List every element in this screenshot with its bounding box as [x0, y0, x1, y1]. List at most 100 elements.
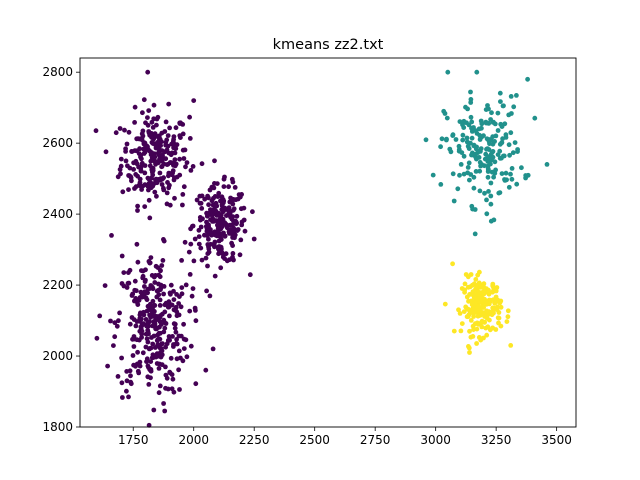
data-point — [470, 310, 475, 316]
data-point — [247, 272, 253, 278]
data-point — [123, 158, 129, 164]
data-point — [493, 288, 499, 294]
data-point — [130, 353, 136, 358]
data-point — [124, 378, 130, 384]
data-point — [149, 131, 154, 136]
data-point — [216, 246, 221, 252]
data-point — [490, 134, 496, 140]
data-point — [456, 307, 461, 313]
data-point — [133, 172, 139, 177]
data-point — [138, 154, 143, 160]
data-point — [484, 197, 489, 203]
data-point — [141, 151, 147, 156]
data-point — [469, 135, 475, 141]
data-point — [230, 251, 236, 256]
data-point — [135, 368, 141, 374]
x-tick-label: 2250 — [239, 433, 270, 447]
data-point — [474, 284, 479, 290]
x-tick-label: 2000 — [178, 433, 209, 447]
data-point — [124, 141, 130, 147]
data-point — [488, 161, 493, 167]
data-point — [94, 335, 100, 341]
data-point — [143, 317, 149, 322]
data-point — [506, 142, 512, 148]
data-point — [142, 284, 147, 289]
data-point — [188, 343, 194, 349]
data-point — [207, 187, 213, 193]
data-point — [177, 387, 182, 392]
data-point — [496, 190, 502, 196]
data-point — [109, 233, 114, 238]
data-point — [181, 321, 187, 327]
data-point — [159, 164, 165, 169]
data-point — [128, 174, 134, 180]
data-point — [189, 293, 195, 299]
data-point — [159, 263, 165, 268]
data-point — [498, 99, 503, 104]
data-point — [479, 121, 485, 127]
data-point — [131, 344, 137, 349]
data-point — [495, 128, 501, 133]
data-point — [499, 171, 505, 177]
data-point — [458, 162, 464, 167]
data-point — [216, 212, 222, 218]
data-point — [486, 138, 492, 144]
data-point — [135, 302, 141, 307]
data-point — [153, 133, 159, 139]
data-point — [170, 334, 175, 339]
data-point — [457, 119, 463, 124]
data-point — [156, 390, 162, 396]
data-point — [181, 184, 187, 190]
data-point — [152, 280, 158, 285]
data-point — [477, 294, 483, 300]
data-point — [155, 114, 161, 120]
data-point — [509, 176, 515, 182]
data-point — [224, 258, 230, 264]
data-point — [483, 120, 489, 126]
data-point — [220, 209, 226, 215]
data-point — [157, 303, 163, 308]
data-point — [139, 137, 145, 143]
data-point — [188, 168, 194, 173]
data-point — [198, 245, 204, 251]
data-point — [146, 197, 152, 203]
data-point — [206, 211, 211, 217]
data-point — [479, 284, 484, 290]
data-point — [469, 203, 475, 209]
data-point — [167, 125, 173, 131]
data-point — [140, 128, 146, 134]
data-point — [161, 185, 166, 191]
data-point — [190, 164, 196, 169]
data-point — [186, 249, 192, 255]
data-point — [488, 180, 494, 186]
data-point — [146, 346, 152, 352]
data-point — [146, 259, 152, 264]
data-point — [156, 330, 162, 336]
data-point — [532, 115, 538, 121]
data-point — [149, 119, 155, 125]
data-point — [135, 259, 141, 265]
data-point — [199, 257, 205, 263]
data-point — [170, 376, 176, 382]
data-point — [467, 328, 472, 334]
data-point — [144, 356, 150, 362]
data-point — [152, 313, 158, 319]
data-point — [212, 273, 218, 279]
data-point — [146, 422, 152, 428]
data-point — [159, 182, 165, 187]
data-point — [497, 90, 503, 96]
data-point — [205, 263, 210, 269]
data-point — [149, 175, 154, 181]
data-point — [146, 331, 151, 337]
data-point — [485, 174, 491, 180]
data-point — [472, 321, 478, 327]
data-point — [498, 323, 504, 329]
data-point — [488, 218, 494, 224]
data-point — [120, 189, 126, 195]
data-point — [128, 373, 133, 379]
data-point — [222, 233, 228, 239]
data-point — [168, 355, 174, 361]
data-point — [172, 175, 177, 181]
data-point — [455, 186, 461, 192]
data-point — [196, 234, 202, 240]
